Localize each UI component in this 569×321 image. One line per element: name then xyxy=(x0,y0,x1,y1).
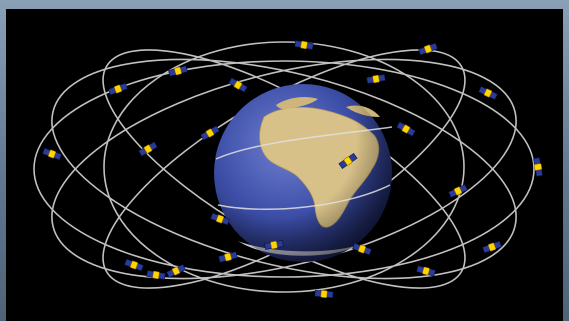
constellation-illustration xyxy=(33,39,544,299)
space-scene xyxy=(6,9,563,321)
earth-globe xyxy=(214,84,392,262)
front-orbit-arcs xyxy=(215,126,393,211)
